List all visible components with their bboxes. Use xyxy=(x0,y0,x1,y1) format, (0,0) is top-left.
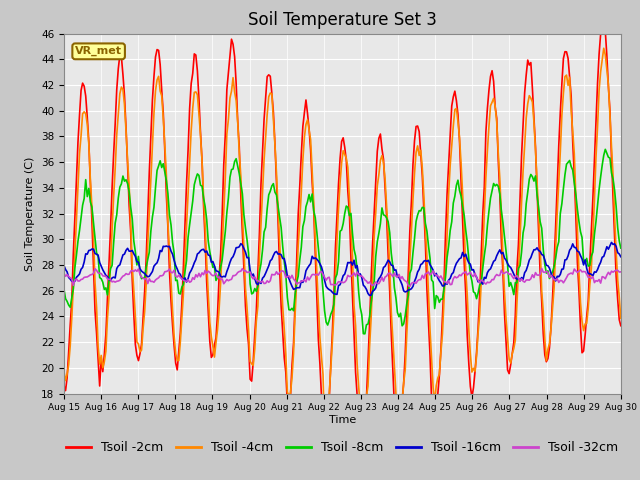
Tsoil -4cm xyxy=(254,303,262,309)
Tsoil -16cm xyxy=(303,265,311,271)
Text: VR_met: VR_met xyxy=(75,46,122,57)
Tsoil -8cm xyxy=(254,283,262,289)
Tsoil -8cm xyxy=(588,253,595,259)
Tsoil -32cm xyxy=(617,269,625,275)
Tsoil -8cm xyxy=(602,146,609,152)
X-axis label: Time: Time xyxy=(329,415,356,425)
Tsoil -2cm xyxy=(129,277,136,283)
Line: Tsoil -32cm: Tsoil -32cm xyxy=(64,268,621,286)
Tsoil -32cm xyxy=(244,269,252,275)
Tsoil -16cm xyxy=(226,260,234,265)
Tsoil -2cm xyxy=(588,228,595,234)
Tsoil -4cm xyxy=(303,117,311,123)
Line: Tsoil -8cm: Tsoil -8cm xyxy=(64,149,621,334)
Tsoil -4cm xyxy=(129,263,136,268)
Tsoil -8cm xyxy=(361,331,369,336)
Tsoil -32cm xyxy=(589,274,596,279)
Line: Tsoil -4cm: Tsoil -4cm xyxy=(64,48,621,426)
Legend: Tsoil -2cm, Tsoil -4cm, Tsoil -8cm, Tsoil -16cm, Tsoil -32cm: Tsoil -2cm, Tsoil -4cm, Tsoil -8cm, Tsoi… xyxy=(61,436,623,459)
Tsoil -16cm xyxy=(244,255,252,261)
Tsoil -16cm xyxy=(607,240,615,245)
Tsoil -2cm xyxy=(358,442,365,448)
Tsoil -32cm xyxy=(60,270,68,276)
Tsoil -8cm xyxy=(60,287,68,292)
Tsoil -32cm xyxy=(254,278,262,284)
Tsoil -8cm xyxy=(226,174,234,180)
Tsoil -4cm xyxy=(60,369,68,374)
Tsoil -16cm xyxy=(254,282,262,288)
Tsoil -2cm xyxy=(244,342,252,348)
Tsoil -32cm xyxy=(129,267,136,273)
Tsoil -2cm xyxy=(617,323,625,329)
Tsoil -16cm xyxy=(365,293,373,299)
Tsoil -4cm xyxy=(588,265,595,271)
Tsoil -8cm xyxy=(617,245,625,251)
Y-axis label: Soil Temperature (C): Soil Temperature (C) xyxy=(26,156,35,271)
Tsoil -4cm xyxy=(244,328,252,334)
Tsoil -2cm xyxy=(254,269,262,275)
Tsoil -2cm xyxy=(60,383,68,388)
Tsoil -8cm xyxy=(303,199,311,204)
Tsoil -2cm xyxy=(303,110,311,116)
Tsoil -4cm xyxy=(360,423,367,429)
Tsoil -4cm xyxy=(600,46,607,51)
Tsoil -16cm xyxy=(588,272,595,277)
Tsoil -32cm xyxy=(303,274,311,280)
Line: Tsoil -16cm: Tsoil -16cm xyxy=(64,242,621,296)
Tsoil -2cm xyxy=(600,17,607,23)
Tsoil -8cm xyxy=(244,251,252,256)
Title: Soil Temperature Set 3: Soil Temperature Set 3 xyxy=(248,11,437,29)
Tsoil -4cm xyxy=(617,315,625,321)
Tsoil -32cm xyxy=(538,265,545,271)
Tsoil -16cm xyxy=(129,248,136,253)
Tsoil -16cm xyxy=(60,263,68,268)
Line: Tsoil -2cm: Tsoil -2cm xyxy=(64,20,621,445)
Tsoil -4cm xyxy=(226,95,234,101)
Tsoil -16cm xyxy=(617,254,625,260)
Tsoil -32cm xyxy=(226,277,234,283)
Tsoil -8cm xyxy=(129,216,136,222)
Tsoil -32cm xyxy=(406,283,413,289)
Tsoil -2cm xyxy=(226,54,234,60)
